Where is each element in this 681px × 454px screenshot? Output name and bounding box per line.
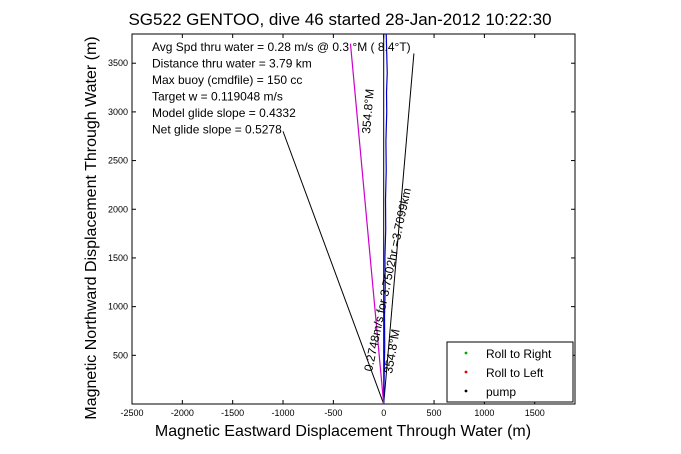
x-tick-label: -1500 <box>221 408 244 418</box>
stats-line: Net glide slope = 0.5278 <box>152 123 282 137</box>
stats-text-block: Avg Spd thru water = 0.28 m/s @ 0.3 °M (… <box>152 40 411 137</box>
x-tick-label: -500 <box>324 408 342 418</box>
stats-line: Avg Spd thru water = 0.28 m/s @ 0.3 °M (… <box>152 40 411 54</box>
legend-marker <box>464 389 468 393</box>
y-tick-label: 500 <box>113 350 128 360</box>
x-tick-label: -2500 <box>120 408 143 418</box>
y-tick-label: 2000 <box>108 204 128 214</box>
legend-label: pump <box>486 385 516 399</box>
y-tick-label: 3000 <box>108 107 128 117</box>
x-tick-label: 1500 <box>525 408 545 418</box>
x-tick-label: 500 <box>427 408 442 418</box>
stats-line: Max buoy (cmdfile) = 150 cc <box>152 73 302 87</box>
y-tick-label: 1500 <box>108 253 128 263</box>
y-tick-label: 1000 <box>108 302 128 312</box>
x-axis-label: Magnetic Eastward Displacement Through W… <box>155 423 531 440</box>
chart-title: SG522 GENTOO, dive 46 started 28-Jan-201… <box>128 10 551 29</box>
series-line <box>383 33 388 405</box>
y-tick-label: 2500 <box>108 156 128 166</box>
y-axis-label: Magnetic Northward Displacement Through … <box>83 36 100 419</box>
x-tick-label: -1000 <box>272 408 295 418</box>
track-annotation: 354.8°M <box>359 88 377 134</box>
x-axis-ticks: -2500 -2000 -1500 -1000 -500 0 500 1000 1500 <box>120 34 545 418</box>
reference-line <box>282 131 385 405</box>
legend-label: Roll to Right <box>486 347 552 361</box>
reference-line <box>383 53 415 405</box>
x-tick-label: 0 <box>381 408 386 418</box>
y-tick-label: 3500 <box>108 58 128 68</box>
stats-line: Model glide slope = 0.4332 <box>152 106 296 120</box>
y-axis-ticks: 500 1000 1500 2000 2500 3000 3500 <box>108 58 575 360</box>
stats-line: Distance thru water = 3.79 km <box>152 57 312 71</box>
stats-line: Target w = 0.119048 m/s <box>152 90 283 104</box>
x-tick-label: 1000 <box>474 408 494 418</box>
series-group <box>282 33 415 405</box>
x-tick-label: -2000 <box>171 408 194 418</box>
legend-label: Roll to Left <box>486 366 544 380</box>
legend: Roll to Right Roll to Left pump <box>446 341 574 403</box>
legend-box <box>446 341 574 403</box>
legend-marker <box>464 370 468 374</box>
legend-marker <box>464 351 468 355</box>
series-line <box>349 43 385 405</box>
